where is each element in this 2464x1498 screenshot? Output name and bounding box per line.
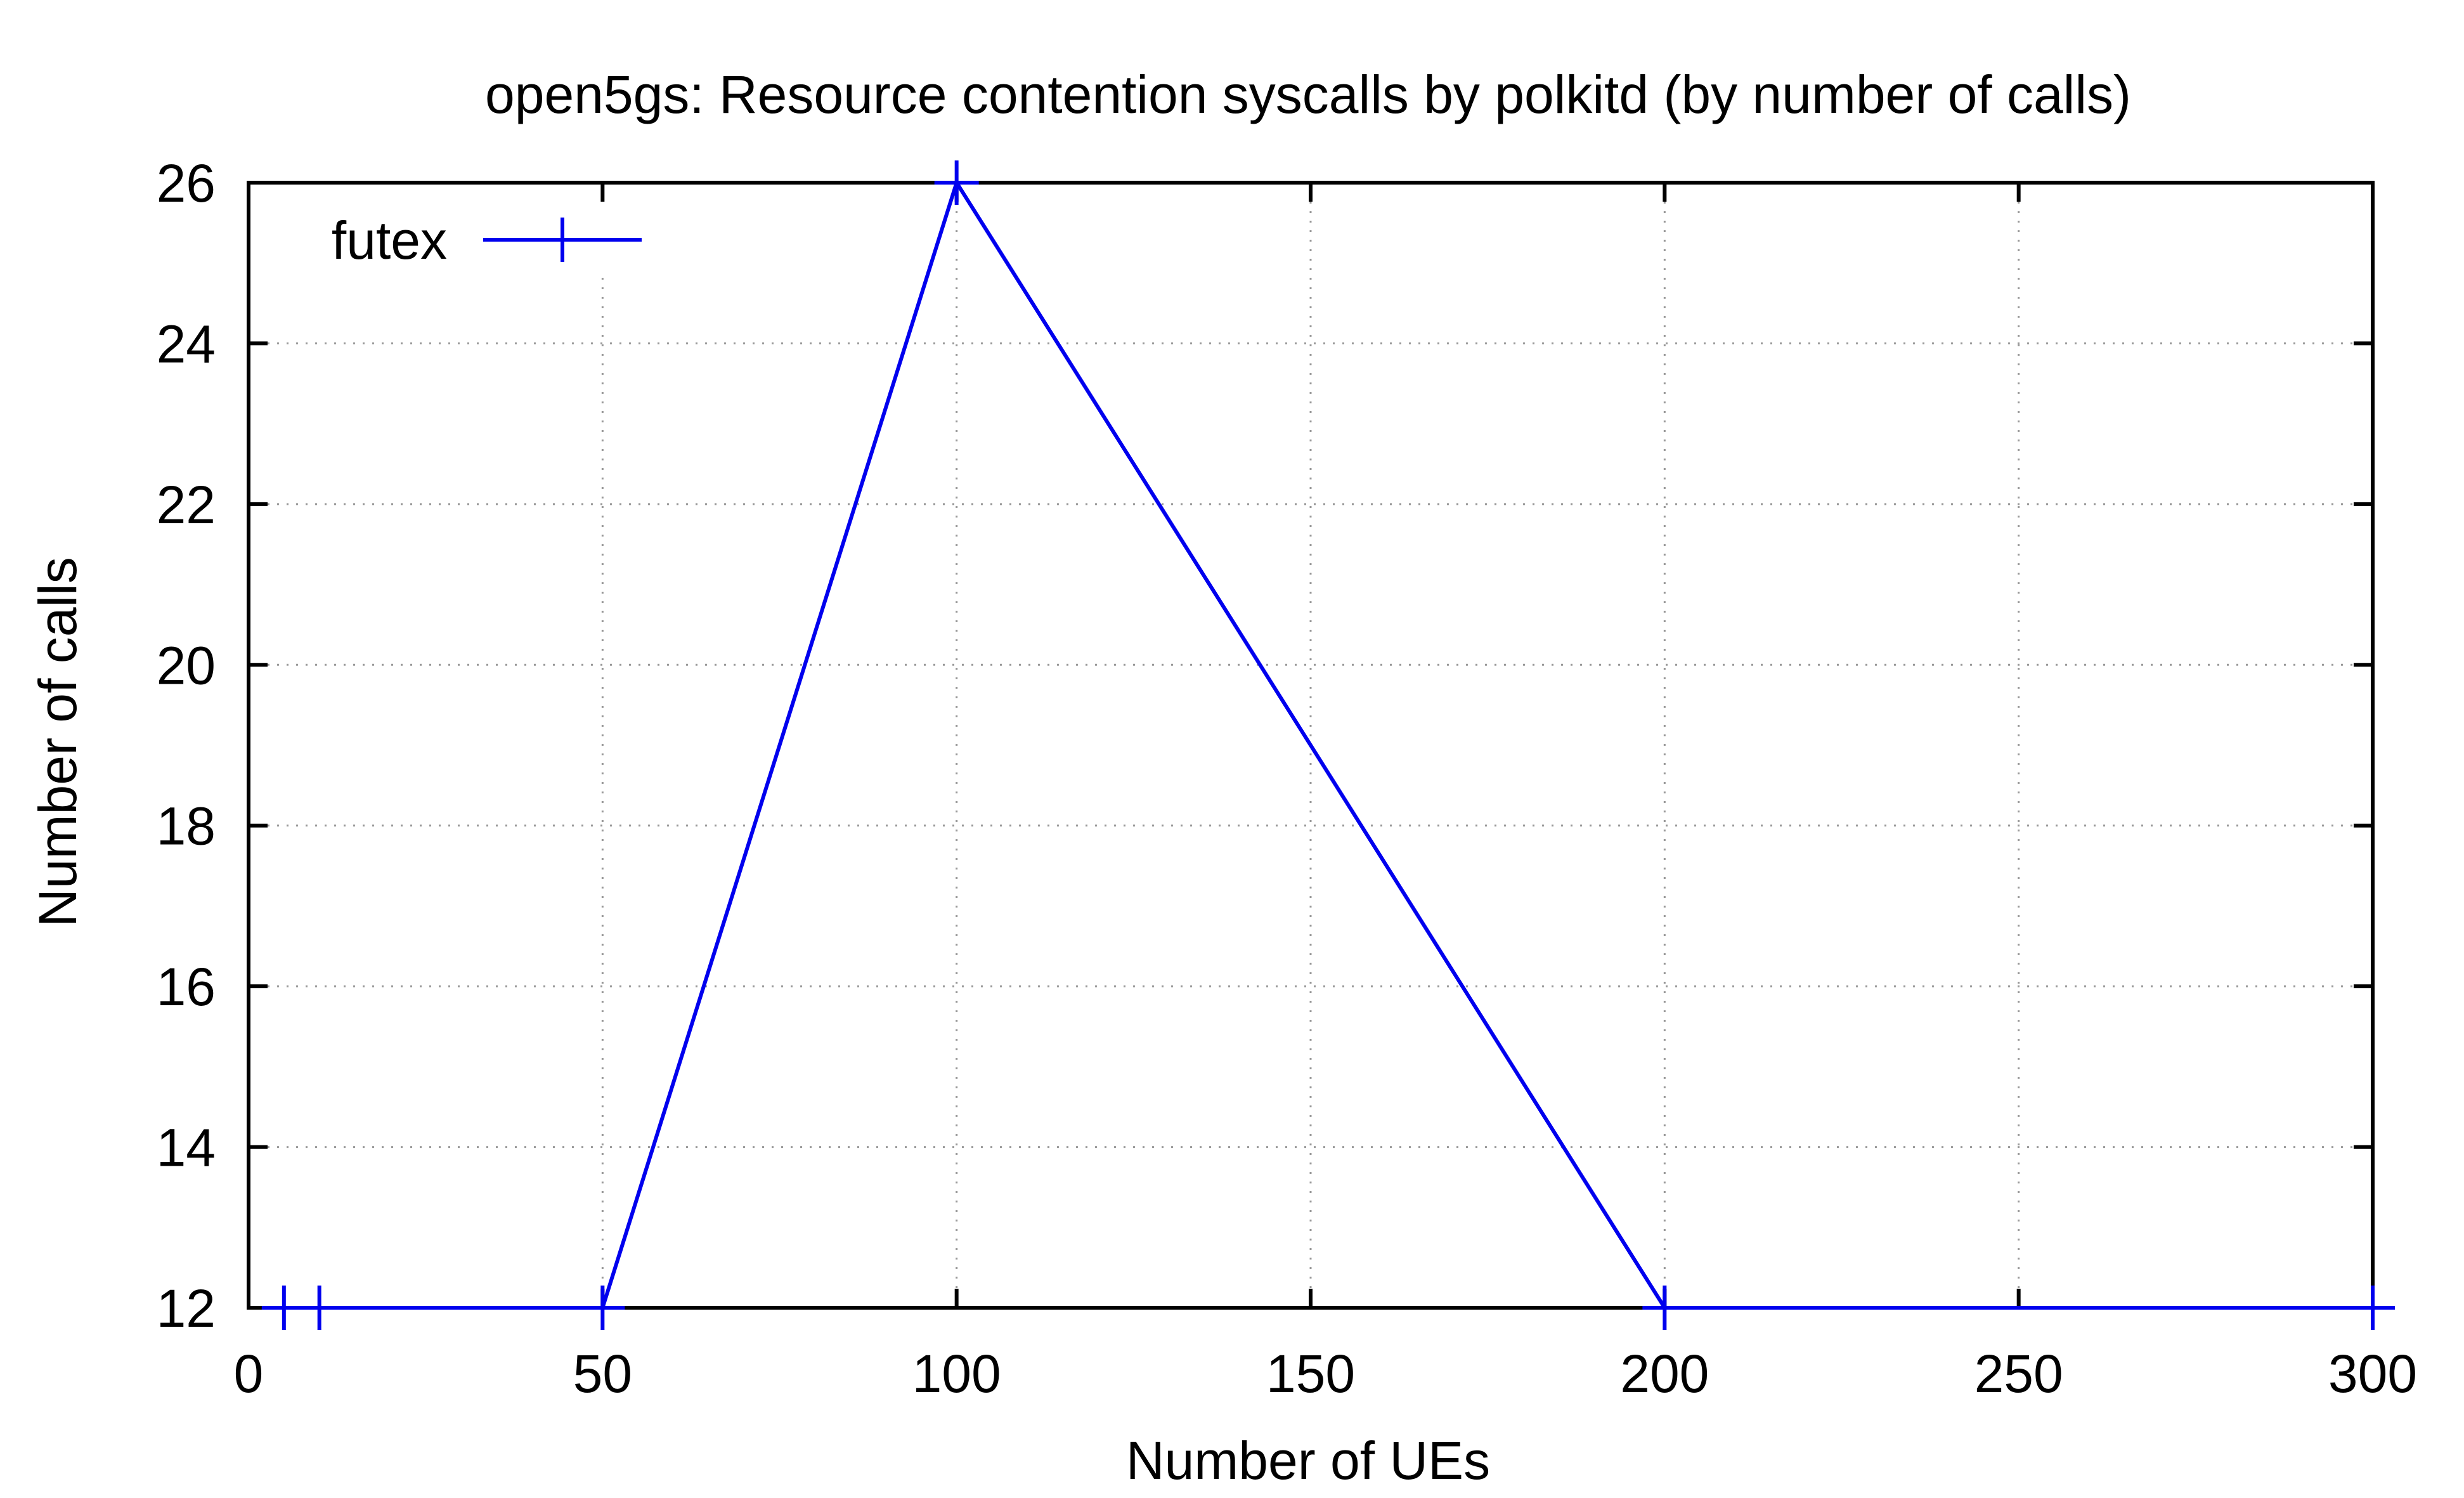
y-tick-label: 26 [157, 153, 216, 213]
y-tick-label: 16 [157, 957, 216, 1017]
y-axis-label: Number of calls [28, 557, 88, 927]
grid [249, 183, 2373, 1308]
x-tick-label: 150 [1266, 1344, 1355, 1404]
tick-labels: 0 50 100 150 200 250 300 12 14 16 18 20 22 24 26 [157, 153, 2418, 1404]
legend: futex [332, 211, 642, 270]
y-tick-label: 14 [157, 1118, 216, 1178]
x-axis-label: Number of UEs [1126, 1431, 1490, 1490]
y-tick-label: 24 [157, 314, 216, 374]
x-tick-label: 300 [2328, 1344, 2417, 1404]
series-layer [261, 160, 2395, 1330]
x-tick-label: 0 [234, 1344, 264, 1404]
y-tick-label: 18 [157, 797, 216, 856]
x-tick-label: 250 [1974, 1344, 2063, 1404]
x-tick-label: 200 [1620, 1344, 1709, 1404]
y-tick-label: 22 [157, 475, 216, 535]
plot-frame [247, 181, 2375, 1310]
legend-label-futex: futex [332, 211, 447, 270]
y-tick-label: 20 [157, 635, 216, 695]
chart-title: open5gs: Resource contention syscalls by… [485, 65, 2131, 124]
x-tick-label: 50 [573, 1344, 632, 1404]
y-tick-label: 12 [157, 1279, 216, 1338]
x-tick-label: 100 [912, 1344, 1001, 1404]
